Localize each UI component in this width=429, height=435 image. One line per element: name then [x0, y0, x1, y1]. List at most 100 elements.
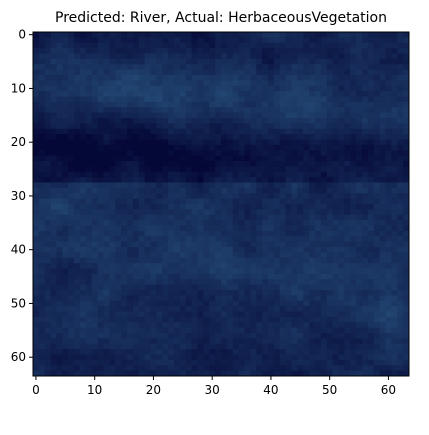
image-pixel [44, 273, 52, 280]
image-pixel [121, 370, 128, 377]
image-pixel [221, 166, 228, 173]
image-pixel [244, 123, 251, 130]
image-pixel [338, 42, 345, 49]
image-pixel [232, 155, 240, 162]
image-pixel [50, 311, 57, 318]
image-pixel [191, 209, 198, 216]
image-pixel [162, 187, 169, 194]
image-pixel [250, 306, 257, 312]
image-pixel [238, 247, 245, 253]
image-pixel [320, 171, 328, 178]
image-pixel [132, 96, 140, 103]
image-pixel [97, 128, 104, 135]
image-pixel [174, 101, 181, 108]
image-pixel [238, 80, 245, 87]
image-pixel [150, 359, 157, 366]
image-pixel [115, 123, 122, 130]
image-pixel [44, 171, 52, 178]
image-pixel [403, 204, 410, 210]
image-pixel [150, 118, 157, 124]
image-pixel [367, 123, 375, 130]
image-pixel [179, 69, 187, 76]
image-pixel [209, 134, 216, 140]
image-pixel [391, 333, 398, 339]
image-pixel [320, 370, 328, 377]
image-pixel [315, 247, 322, 253]
image-pixel [74, 155, 81, 162]
image-pixel [132, 241, 140, 248]
image-pixel [403, 268, 410, 275]
image-pixel [391, 150, 398, 157]
image-pixel [303, 295, 310, 302]
image-pixel [403, 284, 410, 291]
image-pixel [373, 155, 381, 162]
image-pixel [356, 64, 363, 71]
image-pixel [326, 247, 334, 253]
image-pixel [179, 32, 187, 38]
image-pixel [256, 241, 263, 248]
image-pixel [132, 354, 140, 361]
image-pixel [74, 187, 81, 194]
image-pixel [238, 209, 245, 216]
image-pixel [215, 247, 222, 253]
image-pixel [103, 48, 110, 54]
image-pixel [385, 69, 392, 76]
image-pixel [215, 32, 222, 38]
image-pixel [44, 322, 52, 329]
image-pixel [179, 118, 187, 124]
image-pixel [391, 101, 398, 108]
image-pixel [56, 322, 63, 329]
image-pixel [33, 187, 40, 194]
image-pixel [68, 257, 75, 264]
image-pixel [109, 139, 116, 146]
image-pixel [391, 75, 398, 81]
image-pixel [226, 343, 234, 350]
image-pixel [320, 349, 328, 355]
image-pixel [256, 349, 263, 355]
image-pixel [209, 96, 216, 103]
image-pixel [85, 225, 93, 232]
image-pixel [138, 139, 146, 146]
image-pixel [174, 171, 181, 178]
image-pixel [320, 75, 328, 81]
image-pixel [62, 230, 69, 237]
image-pixel [373, 241, 381, 248]
image-pixel [174, 284, 181, 291]
image-pixel [121, 333, 128, 339]
image-pixel [62, 252, 69, 259]
image-pixel [185, 273, 193, 280]
image-pixel [238, 139, 245, 146]
image-pixel [50, 32, 57, 38]
image-pixel [97, 134, 104, 140]
image-pixel [132, 37, 140, 44]
image-pixel [115, 343, 122, 350]
image-pixel [185, 182, 193, 189]
image-pixel [215, 295, 222, 302]
image-pixel [350, 209, 357, 216]
image-pixel [191, 354, 198, 361]
image-pixel [179, 48, 187, 54]
image-pixel [168, 316, 175, 323]
image-pixel [174, 166, 181, 173]
image-pixel [33, 322, 40, 329]
image-pixel [238, 193, 245, 200]
image-pixel [320, 150, 328, 157]
image-pixel [315, 123, 322, 130]
image-pixel [91, 300, 99, 307]
image-pixel [262, 295, 269, 302]
image-pixel [156, 225, 163, 232]
image-pixel [332, 273, 339, 280]
image-pixel [279, 182, 287, 189]
image-pixel [262, 187, 269, 194]
image-pixel [74, 112, 81, 119]
image-pixel [285, 322, 292, 329]
image-pixel [44, 268, 52, 275]
image-pixel [362, 204, 369, 210]
image-pixel [285, 91, 292, 97]
image-pixel [285, 123, 292, 130]
image-pixel [115, 284, 122, 291]
image-pixel [285, 279, 292, 286]
image-pixel [326, 349, 334, 355]
image-pixel [391, 32, 398, 38]
image-pixel [150, 230, 157, 237]
